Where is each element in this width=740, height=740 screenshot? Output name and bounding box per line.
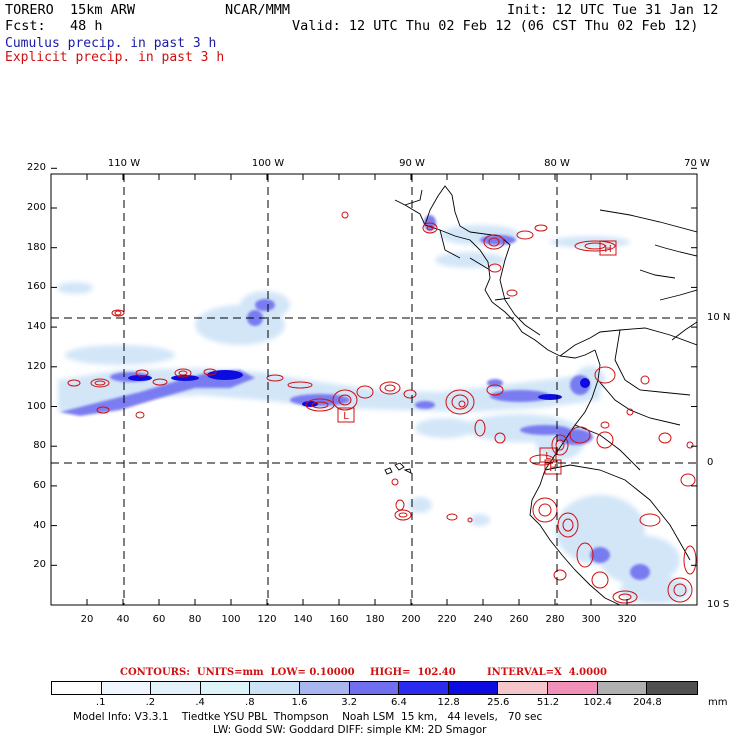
map-frame (50, 173, 698, 606)
colorbar-cell (547, 682, 598, 694)
y-tick-label: 160 (26, 281, 46, 293)
marker-letter: H (604, 244, 612, 255)
longitude-label: 90 W (399, 158, 425, 169)
marker-letter: L (545, 451, 551, 462)
x-tick-label: 40 (116, 614, 130, 625)
y-tick-label: 80 (33, 440, 46, 452)
x-tick-label: 260 (509, 614, 529, 625)
colorbar-unit: mm (708, 697, 728, 708)
x-tick-label: 20 (80, 614, 94, 625)
x-tick-label: 200 (401, 614, 421, 625)
colorbar-cell (399, 682, 449, 694)
marker-letter: H (549, 463, 557, 474)
y-tick-label: 200 (26, 202, 46, 213)
y-tick-label: 220 (26, 162, 46, 174)
colorbar-label: .1 (95, 697, 106, 708)
colorbar-cell (498, 682, 548, 694)
colorbar-label: 3.2 (341, 697, 358, 708)
forecast-hour: Fcst: 48 h (5, 18, 103, 34)
colorbar-cell (52, 682, 102, 694)
longitude-label: 80 W (544, 158, 570, 169)
marker-box (539, 447, 557, 463)
legend-explicit: Explicit precip. in past 3 h (5, 50, 225, 65)
colorbar-cell (647, 682, 697, 694)
colorbar (51, 681, 698, 695)
y-tick-label: 60 (33, 479, 46, 491)
marker-box (544, 459, 562, 475)
model-info-line1: Model Info: V3.3.1 Tiedtke YSU PBL Thomp… (73, 711, 543, 723)
y-tick-label: 180 (26, 241, 46, 253)
longitude-label: 100 W (251, 158, 285, 169)
y-tick-label: 120 (26, 360, 46, 372)
longitude-label: 70 W (684, 158, 710, 169)
colorbar-label: 51.2 (536, 697, 560, 708)
colorbar-cell (448, 682, 499, 694)
latitude-label: 10 S (707, 599, 730, 610)
x-tick-label: 140 (293, 614, 313, 625)
colorbar-cell (349, 682, 400, 694)
coastlines-and-borders (384, 185, 697, 605)
x-tick-label: 80 (188, 614, 202, 625)
colorbar-label: 12.8 (437, 697, 460, 708)
explicit-precip-contours (67, 211, 697, 604)
y-tick-label: 20 (33, 559, 46, 571)
x-tick-label: 180 (365, 614, 385, 625)
y-tick-label: 40 (33, 519, 46, 531)
model-info-line2: LW: Godd SW: Goddard DIFF: simple KM: 2D… (213, 724, 487, 736)
model-title: TORERO 15km ARW (5, 2, 136, 18)
org-label: NCAR/MMM (225, 2, 291, 18)
contour-units: CONTOURS: UNITS=mm LOW= 0.10000 (120, 667, 355, 678)
axis-ticks (51, 167, 697, 605)
x-tick-label: 280 (545, 614, 565, 625)
y-tick-label: 100 (26, 400, 46, 412)
marker-box (599, 240, 617, 256)
x-tick-label: 100 (221, 614, 241, 625)
init-time: Init: 12 UTC Tue 31 Jan 12 (507, 2, 719, 18)
x-tick-label: 300 (581, 614, 601, 625)
colorbar-label: 204.8 (633, 697, 662, 708)
cumulus-precip-light-field (57, 225, 690, 604)
y-tick-label: 140 (26, 321, 46, 333)
legend-cumulus: Cumulus precip. in past 3 h (5, 36, 217, 51)
x-tick-label: 160 (329, 614, 349, 625)
valid-time: Valid: 12 UTC Thu 02 Feb 12 (06 CST Thu … (292, 18, 699, 34)
x-tick-label: 220 (437, 614, 457, 625)
colorbar-label: 1.6 (291, 697, 308, 708)
colorbar-label: 102.4 (583, 697, 612, 708)
colorbar-label: .2 (145, 697, 156, 708)
x-tick-label: 60 (152, 614, 166, 625)
marker-box (337, 407, 355, 423)
colorbar-cell (299, 682, 350, 694)
contour-interval: INTERVAL=X 4.0000 (487, 667, 607, 678)
contour-high: HIGH= 102.40 (370, 667, 456, 678)
x-tick-label: 240 (473, 614, 493, 625)
latitude-label: 10 N (707, 312, 731, 323)
colorbar-cell (250, 682, 300, 694)
lat-lon-grid (51, 174, 697, 605)
colorbar-cell (200, 682, 251, 694)
colorbar-cell (101, 682, 152, 694)
marker-letter: L (343, 411, 349, 422)
colorbar-label: 6.4 (390, 697, 407, 708)
colorbar-label: .4 (195, 697, 205, 708)
longitude-label: 110 W (107, 158, 141, 169)
latitude-label: 0 (707, 457, 714, 468)
colorbar-cell (151, 682, 201, 694)
x-tick-label: 120 (257, 614, 277, 625)
x-tick-label: 320 (617, 614, 637, 625)
colorbar-label: 25.6 (487, 697, 510, 708)
colorbar-label: .8 (245, 697, 255, 708)
colorbar-cell (597, 682, 648, 694)
